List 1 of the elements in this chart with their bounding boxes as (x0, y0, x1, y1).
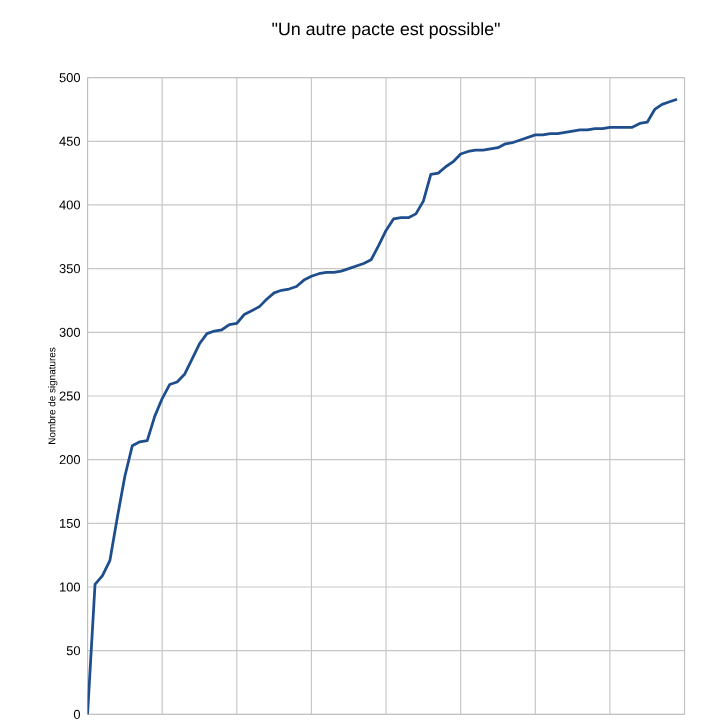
chart-title: "Un autre pacte est possible" (272, 22, 500, 39)
